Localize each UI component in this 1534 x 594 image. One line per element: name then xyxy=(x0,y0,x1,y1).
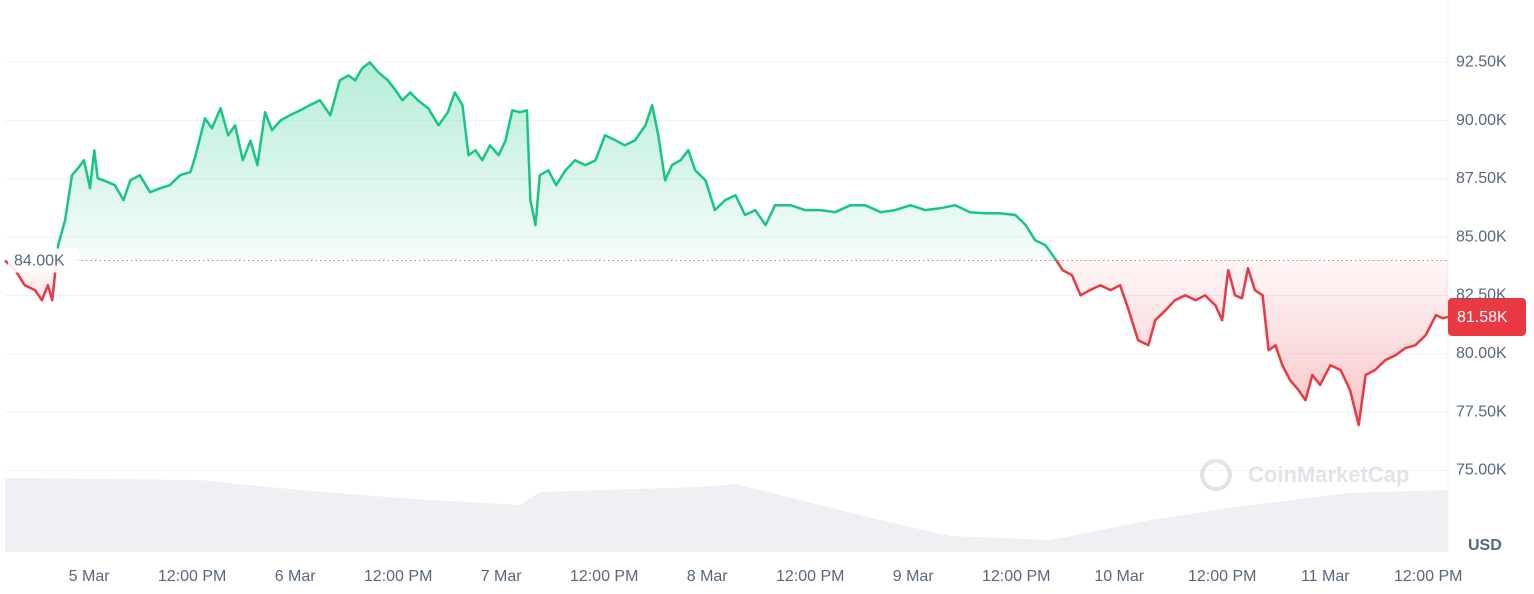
x-tick-label: 9 Mar xyxy=(893,568,935,585)
x-tick-label: 12:00 PM xyxy=(776,568,844,585)
x-tick-label: 7 Mar xyxy=(481,568,523,585)
watermark-text: CoinMarketCap xyxy=(1248,462,1409,487)
x-tick-label: 12:00 PM xyxy=(364,568,432,585)
y-tick-label: 82.50K xyxy=(1456,287,1507,304)
x-tick-label: 10 Mar xyxy=(1094,568,1144,585)
y-tick-label: 77.50K xyxy=(1456,403,1507,420)
y-tick-label: 90.00K xyxy=(1456,112,1507,129)
x-tick-label: 12:00 PM xyxy=(158,568,226,585)
x-tick-label: 8 Mar xyxy=(687,568,729,585)
baseline-label: 84.00K xyxy=(14,253,65,270)
current-price-label: 81.58K xyxy=(1457,309,1508,326)
x-tick-label: 5 Mar xyxy=(69,568,111,585)
x-tick-label: 11 Mar xyxy=(1301,568,1350,585)
price-line xyxy=(4,61,1449,427)
watermark: CoinMarketCap xyxy=(1200,459,1409,491)
y-tick-label: 92.50K xyxy=(1456,54,1507,71)
plot: 84.00K 81.58K xyxy=(4,61,1526,427)
x-tick-label: 12:00 PM xyxy=(1188,568,1256,585)
current-price-badge xyxy=(1448,297,1526,336)
price-area xyxy=(5,62,1448,426)
currency-label: USD xyxy=(1468,537,1502,554)
y-tick-label: 87.50K xyxy=(1456,170,1507,187)
x-tick-label: 12:00 PM xyxy=(570,568,638,585)
y-tick-label: 75.00K xyxy=(1456,462,1507,479)
x-tick-label: 12:00 PM xyxy=(982,568,1050,585)
x-tick-label: 12:00 PM xyxy=(1394,568,1462,585)
baseline-label-bg xyxy=(8,248,78,273)
y-tick-label: 80.00K xyxy=(1456,345,1507,362)
volume-area xyxy=(5,478,1448,552)
x-tick-label: 6 Mar xyxy=(275,568,317,585)
y-tick-label: 85.00K xyxy=(1456,228,1507,245)
